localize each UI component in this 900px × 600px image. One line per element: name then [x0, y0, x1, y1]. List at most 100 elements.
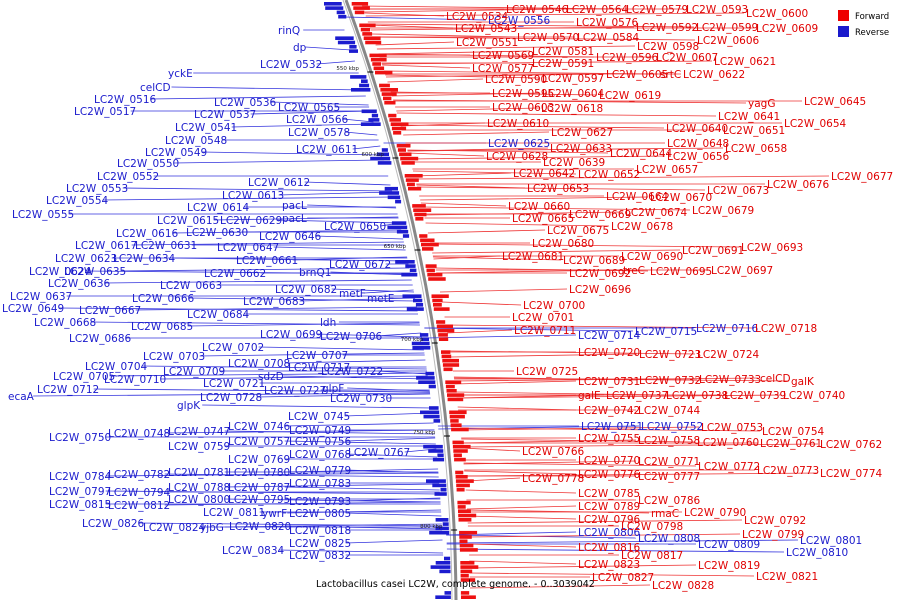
- forward-gene: [351, 2, 369, 6]
- forward-gene: [414, 212, 427, 217]
- reverse-leader-line: [345, 497, 441, 502]
- reverse-leader-line: [173, 159, 385, 164]
- forward-leader-line: [420, 202, 507, 207]
- reverse-gene-label: LC2W_0556: [488, 15, 551, 27]
- reverse-gene: [336, 10, 345, 15]
- reverse-gene-label: LC2W_0769: [228, 454, 290, 466]
- forward-leader-line: [468, 533, 741, 538]
- reverse-gene-label: LC2W_0805: [289, 508, 351, 520]
- forward-gene: [450, 423, 462, 427]
- reverse-gene-label: LC2W_0759: [168, 441, 230, 453]
- forward-gene-label: LC2W_0786: [638, 495, 701, 507]
- reverse-gene-label: LC2W_0756: [289, 436, 352, 448]
- forward-gene: [405, 178, 419, 182]
- reverse-gene-label: LC2W_0824: [143, 522, 206, 534]
- reverse-leader-line: [284, 468, 439, 473]
- reverse-gene: [444, 591, 451, 595]
- reverse-gene-label: LC2W_0794: [108, 487, 171, 499]
- forward-gene-label: LC2W_0816: [578, 542, 641, 554]
- reverse-gene-label: LC2W_0541: [175, 122, 237, 134]
- forward-gene-label: LC2W_0792: [744, 515, 806, 527]
- forward-gene-label: LC2W_0648: [667, 138, 729, 150]
- reverse-gene-label: LC2W_0615: [157, 215, 219, 227]
- reverse-gene: [384, 186, 398, 191]
- forward-gene: [459, 539, 468, 544]
- reverse-gene-label: LC2W_0768: [289, 449, 351, 461]
- forward-leader-line: [464, 477, 521, 482]
- reverse-gene: [421, 337, 429, 341]
- reverse-leader-line: [109, 372, 428, 377]
- scale-ticks: 550 kbp 600 kbp 650 kbp 700 kbp 750 kbp 800 k…: [336, 66, 458, 531]
- forward-gene-label: LC2W_0584: [577, 32, 640, 44]
- reverse-gene-label: LC2W_0788: [168, 482, 230, 494]
- reverse-gene: [429, 530, 450, 535]
- reverse-gene: [360, 122, 381, 126]
- forward-gene-label: LC2W_0642: [513, 168, 575, 180]
- reverse-gene-label: LC2W_0662: [204, 268, 266, 280]
- reverse-gene-label: LC2W_0752: [641, 421, 703, 433]
- forward-gene-label: galE: [578, 390, 601, 402]
- forward-leader-line: [469, 560, 577, 565]
- forward-leader-line: [416, 186, 706, 191]
- forward-gene-label: LC2W_0742: [578, 405, 640, 417]
- forward-gene-label: LC2W_0607: [656, 52, 718, 64]
- reverse-gene-label: LC2W_0550: [117, 158, 179, 170]
- reverse-leader-line: [199, 352, 425, 357]
- forward-gene: [447, 393, 465, 397]
- forward-leader-line: [447, 329, 513, 334]
- forward-leader-line: [433, 256, 562, 261]
- reverse-gene: [434, 492, 447, 496]
- reverse-gene-label: LC2W_0663: [160, 280, 222, 292]
- reverse-gene-label: glpF: [322, 383, 344, 395]
- forward-gene-label: LC2W_0693: [741, 242, 803, 254]
- forward-gene-label: LC2W_0651: [723, 125, 785, 137]
- reverse-gene-label: LC2W_0667: [79, 305, 141, 317]
- reverse-gene: [411, 341, 430, 346]
- forward-gene: [459, 548, 478, 552]
- reverse-gene-label: LC2W_0717: [288, 362, 350, 374]
- reverse-gene-label: LC2W_0634: [113, 253, 176, 265]
- reverse-leader-line: [307, 204, 397, 209]
- forward-gene-label: LC2W_0564: [566, 4, 629, 16]
- forward-gene: [384, 100, 396, 105]
- forward-gene: [445, 380, 462, 384]
- reverse-gene: [387, 225, 408, 230]
- forward-gene-label: rmaC: [651, 508, 679, 520]
- reverse-gene-label: LC2W_0747: [168, 426, 230, 438]
- reverse-gene-label: LC2W_0661: [236, 255, 298, 267]
- scale-tick-label: 700 kbp: [401, 337, 424, 343]
- forward-gene: [451, 427, 469, 432]
- forward-gene-label: LC2W_0590: [485, 74, 547, 86]
- forward-gene: [426, 268, 435, 273]
- forward-gene-label: LC2W_0731: [578, 376, 640, 388]
- forward-gene-label: LC2W_0733: [699, 374, 761, 386]
- forward-leader-line: [368, 23, 695, 28]
- forward-gene-label: LC2W_0776: [578, 469, 641, 481]
- forward-gene-label: LC2W_0724: [697, 349, 760, 361]
- forward-gene-label: LC2W_0823: [578, 559, 640, 571]
- forward-gene-label: LC2W_0670: [650, 192, 712, 204]
- reverse-leader-line: [278, 191, 393, 196]
- forward-leader-line: [409, 155, 666, 160]
- forward-gene-label: LC2W_0591: [532, 58, 594, 70]
- forward-gene-label: LC2W_0798: [621, 521, 683, 533]
- forward-gene-label: LC2W_0604: [542, 88, 605, 100]
- forward-gene: [401, 161, 415, 165]
- reverse-leader-line: [256, 393, 431, 398]
- forward-gene-label: LC2W_0605: [606, 69, 668, 81]
- forward-gene-label: LC2W_0581: [532, 46, 594, 58]
- reverse-gene-label: LC2W_0611: [296, 144, 358, 156]
- reverse-leader-line: [250, 110, 371, 115]
- reverse-gene: [401, 272, 418, 277]
- forward-gene-label: LC2W_0821: [756, 571, 818, 583]
- reverse-gene-label: metF: [339, 288, 366, 300]
- forward-gene-label: LC2W_0701: [512, 312, 574, 324]
- forward-gene-label: LC2W_0700: [523, 300, 585, 312]
- reverse-gene-label: LC2W_0751: [581, 421, 643, 433]
- forward-gene-label: LC2W_0696: [569, 284, 632, 296]
- forward-leader-line: [456, 394, 782, 399]
- forward-gene-label: LC2W_0789: [578, 501, 640, 513]
- forward-gene-label: LC2W_0690: [621, 251, 683, 263]
- reverse-gene-label: LC2W_0811: [203, 507, 265, 519]
- forward-gene-label: LC2W_0606: [697, 35, 760, 47]
